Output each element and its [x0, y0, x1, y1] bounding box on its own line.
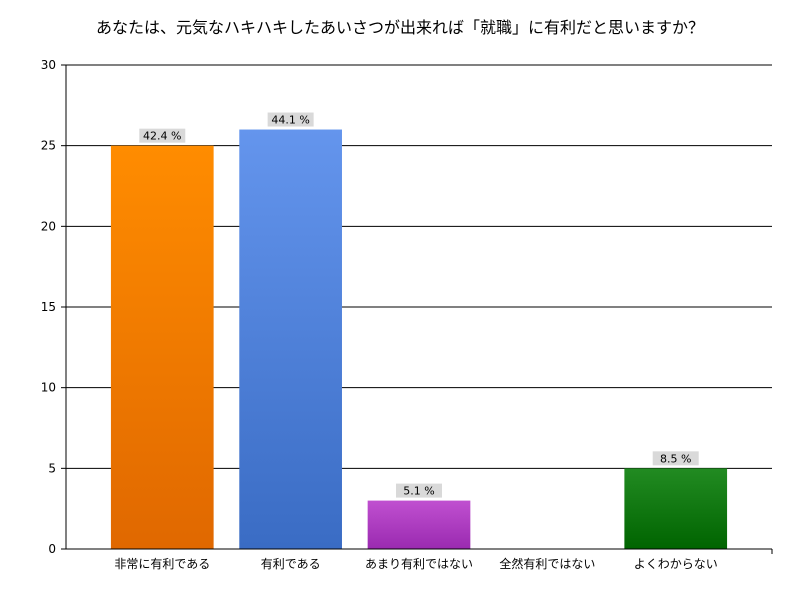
y-tick-label: 30	[41, 58, 56, 72]
bar	[624, 468, 728, 549]
data-label-box	[652, 451, 699, 466]
y-tick-label: 0	[48, 542, 56, 556]
x-tick-label: 非常に有利である	[114, 557, 210, 571]
y-tick-label: 10	[41, 381, 56, 395]
data-label: 44.1 %	[271, 114, 309, 127]
x-tick-label: よくわからない	[634, 557, 718, 571]
bar	[239, 129, 342, 550]
chart-title: あなたは、元気なハキハキしたあいさつが出来れば「就職」に有利だと思いますか？	[95, 18, 704, 37]
bar	[367, 500, 471, 549]
bar	[110, 145, 214, 549]
data-label: 8.5 %	[660, 452, 691, 465]
x-tick-label: 有利である	[261, 557, 321, 571]
data-label-box	[396, 483, 442, 498]
x-tick-label: あまり有利ではない	[365, 557, 473, 571]
y-tick-label: 25	[41, 139, 56, 153]
data-label: 5.1 %	[403, 485, 434, 498]
x-tick-label: 全然有利ではない	[499, 556, 595, 571]
y-tick-label: 5	[48, 461, 56, 475]
y-tick-label: 20	[41, 219, 56, 233]
data-label-box	[267, 112, 314, 127]
y-tick-label: 15	[41, 300, 56, 314]
data-label-box	[139, 128, 186, 143]
data-label: 42.4 %	[143, 130, 181, 143]
